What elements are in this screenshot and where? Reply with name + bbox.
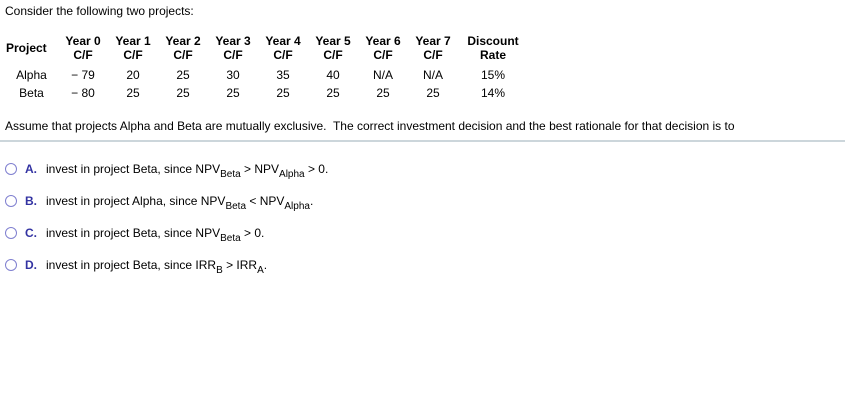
option-letter: D. bbox=[25, 258, 37, 272]
table-body: Alpha − 79 20 25 30 35 40 N/A N/A 15% Beta − 80 25 25… bbox=[5, 62, 528, 102]
column-header-year-4: Year 4 C/F bbox=[265, 34, 301, 62]
option-subscript: Beta bbox=[220, 169, 241, 180]
cashflow-value: 25 bbox=[426, 86, 440, 100]
cashflow-value: 25 bbox=[376, 86, 390, 100]
radio-button[interactable] bbox=[5, 163, 17, 175]
section-divider bbox=[0, 140, 845, 142]
option-text-segment: invest in project Beta, since NPV bbox=[46, 226, 221, 240]
option-text: invest in project Beta, since NPVBeta > … bbox=[46, 226, 265, 244]
cashflow-value: 25 bbox=[226, 86, 240, 100]
cashflow-value: N/A bbox=[422, 68, 443, 82]
option-text-segment: . bbox=[263, 258, 268, 272]
cashflow-value: 15% bbox=[480, 68, 506, 82]
project-name: Alpha bbox=[16, 68, 47, 82]
cashflow-value: 20 bbox=[126, 68, 140, 82]
answer-option-b[interactable]: B. invest in project Alpha, since NPVBeta… bbox=[5, 194, 845, 214]
option-text-segment: > 0. bbox=[240, 226, 265, 240]
cashflow-value: 25 bbox=[126, 86, 140, 100]
cashflow-value: 40 bbox=[326, 68, 340, 82]
option-subscript: Beta bbox=[220, 233, 241, 244]
option-text: invest in project Beta, since NPVBeta > … bbox=[46, 162, 329, 180]
project-name: Beta bbox=[19, 86, 44, 100]
column-header-year-7: Year 7 C/F bbox=[415, 34, 451, 62]
question-assumption: Assume that projects Alpha and Beta are … bbox=[5, 119, 735, 133]
table-row-alpha: Alpha − 79 20 25 30 35 40 N/A N/A 15% bbox=[5, 62, 528, 84]
column-header-discount: Discount Rate bbox=[467, 34, 519, 62]
question-intro: Consider the following two projects: bbox=[5, 4, 194, 18]
cashflow-value: 25 bbox=[176, 86, 190, 100]
cashflow-value: − 80 bbox=[71, 86, 95, 100]
option-letter: C. bbox=[25, 226, 37, 240]
option-text-segment: invest in project Beta, since NPV bbox=[46, 162, 221, 176]
table-header-row: Project Year 0 C/F Year 1 C/F Year 2 C/F Year 3… bbox=[5, 34, 528, 62]
option-text: invest in project Alpha, since NPVBeta <… bbox=[46, 194, 314, 212]
column-header-year-0: Year 0 C/F bbox=[65, 34, 101, 62]
option-text: invest in project Beta, since IRRB > IRR… bbox=[46, 258, 268, 276]
option-text-segment: invest in project Beta, since IRR bbox=[46, 258, 217, 272]
option-text-segment: > IRR bbox=[222, 258, 258, 272]
question-page: Consider the following two projects: Pro… bbox=[0, 4, 845, 278]
answer-options: A. invest in project Beta, since NPVBeta … bbox=[5, 162, 845, 278]
option-subscript: Alpha bbox=[284, 201, 310, 212]
radio-button[interactable] bbox=[5, 259, 17, 271]
answer-option-c[interactable]: C. invest in project Beta, since NPVBeta … bbox=[5, 226, 845, 246]
column-header-year-1: Year 1 C/F bbox=[115, 34, 151, 62]
column-header-year-2: Year 2 C/F bbox=[165, 34, 201, 62]
cashflow-value: 35 bbox=[276, 68, 290, 82]
option-letter: B. bbox=[25, 194, 37, 208]
column-header-year-3: Year 3 C/F bbox=[215, 34, 251, 62]
answer-option-a[interactable]: A. invest in project Beta, since NPVBeta … bbox=[5, 162, 845, 182]
cashflow-value: 30 bbox=[226, 68, 240, 82]
cashflow-value: 25 bbox=[176, 68, 190, 82]
radio-button[interactable] bbox=[5, 227, 17, 239]
option-letter: A. bbox=[25, 162, 37, 176]
cashflow-value: 25 bbox=[276, 86, 290, 100]
option-text-segment: > NPV bbox=[240, 162, 280, 176]
option-subscript: B bbox=[216, 265, 223, 276]
option-subscript: Alpha bbox=[279, 169, 305, 180]
cashflow-value: − 79 bbox=[71, 68, 95, 82]
answer-option-d[interactable]: D. invest in project Beta, since IRRB > I… bbox=[5, 258, 845, 278]
option-text-segment: . bbox=[309, 194, 314, 208]
option-text-segment: invest in project Alpha, since NPV bbox=[46, 194, 226, 208]
option-subscript: A bbox=[257, 265, 264, 276]
cashflow-value: 14% bbox=[480, 86, 506, 100]
column-header-project: Project bbox=[6, 41, 47, 55]
cashflow-table: Project Year 0 C/F Year 1 C/F Year 2 C/F Year 3… bbox=[5, 34, 528, 102]
option-subscript: Beta bbox=[225, 201, 247, 212]
cashflow-value: 25 bbox=[326, 86, 340, 100]
cashflow-value: N/A bbox=[372, 68, 393, 82]
option-text-segment: < NPV bbox=[246, 194, 285, 208]
column-header-year-5: Year 5 C/F bbox=[315, 34, 351, 62]
radio-button[interactable] bbox=[5, 195, 17, 207]
table-row-beta: Beta − 80 25 25 25 25 25 25 25 14% bbox=[5, 84, 528, 102]
column-header-year-6: Year 6 C/F bbox=[365, 34, 401, 62]
option-text-segment: > 0. bbox=[304, 162, 329, 176]
